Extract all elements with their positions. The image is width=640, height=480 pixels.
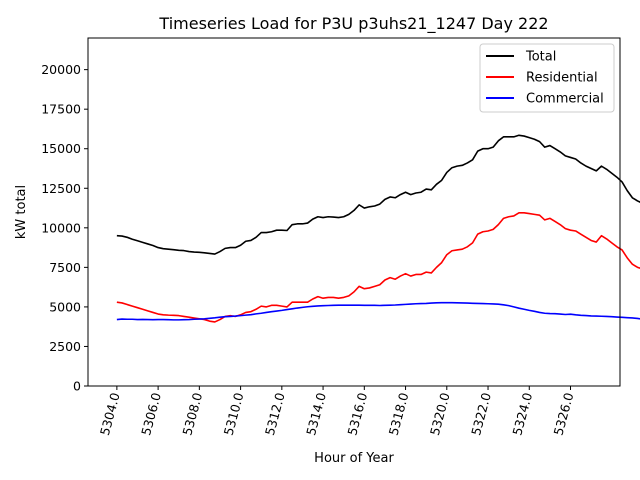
x-tick-label: 5324.0 [509, 391, 535, 437]
legend-label-commercial: Commercial [526, 92, 604, 107]
y-tick-label: 12500 [41, 181, 81, 196]
y-tick-label: 17500 [41, 102, 81, 117]
x-tick-label: 5326.0 [551, 391, 577, 437]
x-tick-label: 5318.0 [386, 391, 412, 437]
x-tick-label: 5312.0 [262, 391, 288, 437]
y-tick-label: 0 [73, 379, 81, 394]
x-axis: 5304.0 5306.0 5308.0 5310.0 5312.0 5314.0 5316… [97, 386, 576, 437]
y-tick-label: 10000 [41, 220, 81, 235]
x-tick-label: 5304.0 [97, 391, 123, 437]
x-tick-label: 5320.0 [427, 391, 453, 437]
y-tick-label: 20000 [41, 62, 81, 77]
series-line-commercial [116, 301, 640, 321]
legend-label-residential: Residential [526, 71, 598, 86]
x-tick-label: 5314.0 [303, 391, 329, 437]
x-tick-label: 5316.0 [344, 391, 370, 437]
y-tick-label: 2500 [49, 339, 81, 354]
legend: Total Residential Commercial [479, 43, 615, 113]
y-tick-label: 7500 [49, 260, 81, 275]
series-line-residential [116, 211, 640, 323]
legend-box [479, 43, 615, 113]
chart-title: Timeseries Load for P3U p3uhs21_1247 Day… [158, 14, 548, 34]
plot-frame [87, 37, 621, 387]
x-tick-label: 5306.0 [138, 391, 164, 437]
y-axis-title: kW total [14, 185, 29, 239]
series-layer [116, 134, 640, 323]
x-tick-label: 5322.0 [468, 391, 494, 437]
series-line-total [116, 134, 640, 255]
x-axis-title: Hour of Year [314, 451, 394, 466]
x-tick-label: 5310.0 [221, 391, 247, 437]
y-axis: 0 2500 5000 7500 10000 12500 15000 17500 20000 [41, 62, 88, 394]
x-tick-label: 5308.0 [179, 391, 205, 437]
y-tick-label: 5000 [49, 299, 81, 314]
legend-label-total: Total [525, 50, 556, 65]
y-tick-label: 15000 [41, 141, 81, 156]
